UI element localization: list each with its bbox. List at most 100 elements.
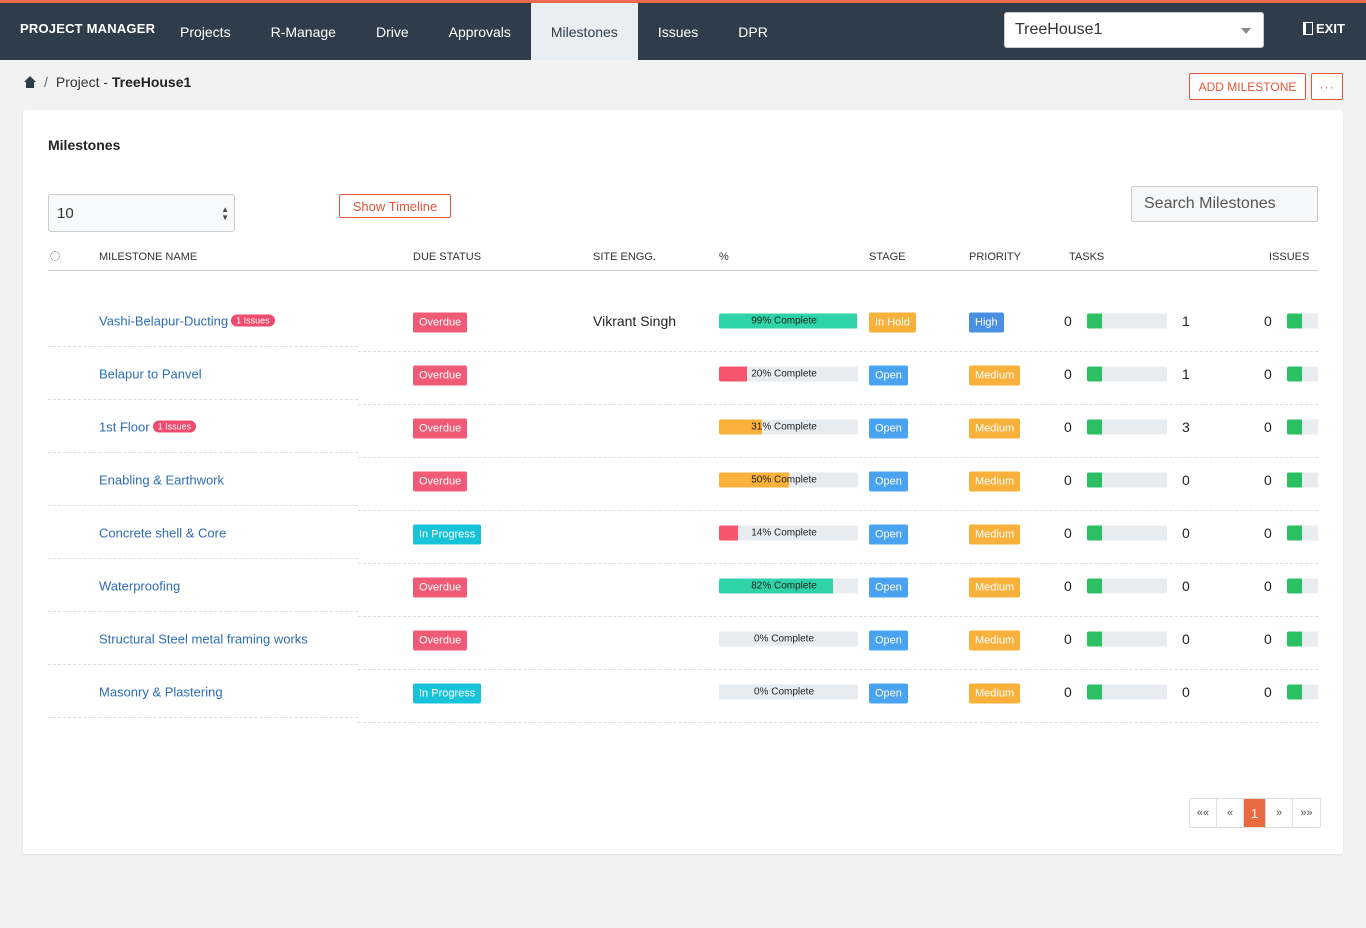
milestone-name: Waterproofing [99,578,181,593]
tasks-count[interactable]: 1 [1182,312,1190,329]
progress-label: 0% Complete [753,633,815,644]
search-milestones-input[interactable] [1131,186,1318,222]
tasks-count[interactable]: 0 [1182,630,1190,647]
table-row[interactable]: Vashi-Belapur-Ducting 1 Issues Overdue Vikr… [48,294,1318,352]
stage-badge: Open [869,471,908,491]
tasks-open-count: 0 [1064,524,1072,541]
tasks-count[interactable]: 0 [1182,471,1190,488]
table-row[interactable]: Belapur to Panvel Overdue 20% Complete Open… [48,347,1318,405]
table-row[interactable]: 1st Floor 1 Issues Overdue 31% Complete Open… [48,400,1318,458]
add-milestone-button[interactable]: ADD MILESTONE [1189,73,1306,100]
project-select-value: TreeHouse1 [1015,21,1103,38]
col-site-engg[interactable]: SITE ENGG. [593,251,656,263]
show-timeline-button[interactable]: Show Timeline [339,194,451,218]
row-divider [48,346,358,347]
issues-count[interactable]: 0 [1264,418,1272,435]
card-title: Milestones [48,137,121,153]
page-last-button[interactable]: »» [1300,807,1313,819]
milestone-name-link[interactable]: Enabling & Earthwork [99,472,224,487]
due-status-badge: Overdue [413,365,468,385]
milestone-name: Vashi-Belapur-Ducting [99,313,229,328]
milestone-name-link[interactable]: 1st Floor 1 Issues [99,419,197,434]
col-issues[interactable]: ISSUES [1269,251,1310,263]
milestone-name-link[interactable]: Structural Steel metal framing works [99,631,308,646]
table-row[interactable]: Concrete shell & Core In Progress 14% Comp… [48,506,1318,564]
tasks-progress-fill [1087,525,1102,540]
row-divider [48,611,358,612]
progress-label: 0% Complete [753,686,815,697]
milestone-name-link[interactable]: Masonry & Plastering [99,684,223,699]
issues-progress-bar [1287,631,1318,646]
chevron-down-icon [1241,28,1251,34]
gear-icon[interactable] [50,251,60,261]
page-first-button[interactable]: «« [1190,799,1217,827]
stage-badge: Open [869,683,908,703]
col-tasks[interactable]: TASKS [1069,251,1105,263]
issues-count[interactable]: 0 [1264,630,1272,647]
milestone-name-link[interactable]: Belapur to Panvel [99,366,202,381]
issues-count[interactable]: 0 [1264,471,1272,488]
issues-progress-bar [1287,472,1318,487]
due-status-badge: Overdue [413,471,468,491]
issues-count[interactable]: 0 [1264,683,1272,700]
page-size-value: 10 [57,204,74,222]
tasks-count[interactable]: 0 [1182,577,1190,594]
nav-milestones[interactable]: Milestones [530,3,638,60]
row-divider [48,399,358,400]
progress-label: 31% Complete [751,421,817,432]
milestone-name-link[interactable]: Concrete shell & Core [99,525,226,540]
nav-drive[interactable]: Drive [375,23,409,40]
progress-bar-fill [719,472,789,487]
tasks-count[interactable]: 1 [1182,365,1190,382]
col-percent[interactable]: % [719,251,729,263]
app-brand[interactable]: PROJECT MANAGER [20,21,156,36]
page-prev-button[interactable]: « [1217,799,1244,827]
issues-progress-fill [1287,472,1302,487]
issues-count-badge[interactable]: 1 Issues [231,314,275,327]
nav-approvals[interactable]: Approvals [448,23,511,40]
pagination: «« « 1 » »» [1189,798,1321,828]
table-row[interactable]: Enabling & Earthwork Overdue 50% Complete O… [48,453,1318,511]
progress-bar: 99% Complete [719,313,858,328]
priority-badge: Medium [969,418,1021,438]
issues-count-badge[interactable]: 1 Issues [152,420,197,433]
table-row[interactable]: Masonry & Plastering In Progress 0% Comple… [48,665,1318,723]
row-divider [48,664,358,665]
tasks-count[interactable]: 0 [1182,683,1190,700]
issues-count[interactable]: 0 [1264,365,1272,382]
col-due-status[interactable]: DUE STATUS [413,251,482,263]
nav-r-manage[interactable]: R-Manage [270,23,336,40]
more-options-button[interactable]: ··· [1311,73,1343,100]
project-select[interactable]: TreeHouse1 [1004,12,1264,48]
issues-count[interactable]: 0 [1264,524,1272,541]
tasks-progress-fill [1087,472,1102,487]
nav-issues[interactable]: Issues [657,23,699,40]
col-priority[interactable]: PRIORITY [969,251,1021,263]
table-row[interactable]: Waterproofing Overdue 82% Complete Open Medi… [48,559,1318,617]
row-divider [48,717,358,718]
tasks-count[interactable]: 0 [1182,524,1190,541]
page-current-button[interactable]: 1 [1244,799,1266,827]
page-next-button[interactable]: » [1266,799,1293,827]
tasks-count[interactable]: 3 [1182,418,1190,435]
milestone-name-link[interactable]: Vashi-Belapur-Ducting 1 Issues [99,313,275,328]
col-stage[interactable]: STAGE [869,251,906,263]
table-row[interactable]: Structural Steel metal framing works Over… [48,612,1318,670]
col-milestone-name[interactable]: MILESTONE NAME [99,251,198,263]
issues-count[interactable]: 0 [1264,577,1272,594]
home-icon[interactable] [24,76,36,88]
nav-projects[interactable]: Projects [180,23,231,40]
tasks-open-count: 0 [1064,630,1072,647]
priority-badge: Medium [969,471,1021,491]
progress-label: 14% Complete [751,527,817,538]
nav-dpr[interactable]: DPR [738,23,768,40]
issues-progress-bar [1287,525,1318,540]
exit-button[interactable]: EXIT [1303,21,1345,36]
issues-progress-bar [1287,366,1318,381]
issues-progress-bar [1287,684,1318,699]
tasks-progress-fill [1087,366,1102,381]
milestone-name-link[interactable]: Waterproofing [99,578,180,593]
progress-bar-fill [719,525,739,540]
page-size-select[interactable]: 10 ▲ ▼ [48,194,235,232]
issues-count[interactable]: 0 [1264,312,1272,329]
